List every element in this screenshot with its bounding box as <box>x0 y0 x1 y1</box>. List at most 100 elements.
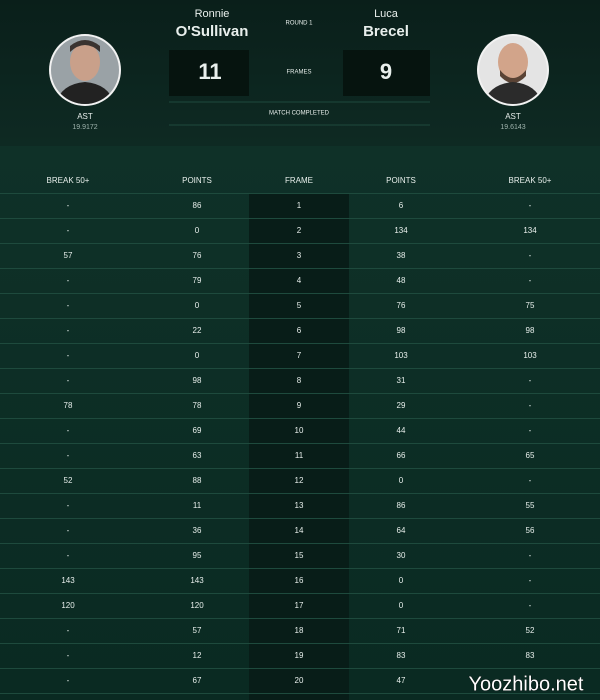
cell: 12 <box>193 651 202 660</box>
cell: 10 <box>295 426 304 435</box>
cell: 0 <box>399 476 404 485</box>
cell: 47 <box>397 676 406 685</box>
cell: 83 <box>397 651 406 660</box>
cell: 20 <box>295 676 304 685</box>
cell: 30 <box>397 551 406 560</box>
cell: 9 <box>297 401 302 410</box>
cell: 86 <box>193 201 202 210</box>
watermark: Yoozhibo.net <box>469 673 584 695</box>
cell: 11 <box>193 501 202 510</box>
cell: 36 <box>193 526 202 535</box>
cell: 0 <box>195 301 200 310</box>
cell: - <box>529 376 532 385</box>
cell: 12 <box>295 476 304 485</box>
cell: - <box>67 651 70 660</box>
cell: - <box>67 276 70 285</box>
cell: 66 <box>397 451 406 460</box>
cell: - <box>67 376 70 385</box>
cell: 65 <box>526 451 535 460</box>
cell: 44 <box>397 426 406 435</box>
cell: - <box>67 501 70 510</box>
cell: - <box>67 676 70 685</box>
cell: 98 <box>193 376 202 385</box>
cell: 7 <box>297 351 302 360</box>
score2: 9 <box>380 59 392 84</box>
cell: 103 <box>523 351 537 360</box>
cell: 48 <box>397 276 406 285</box>
column-header: BREAK 50+ <box>509 176 552 185</box>
cell: 143 <box>190 576 204 585</box>
cell: 0 <box>399 576 404 585</box>
status: MATCH COMPLETED <box>269 111 330 117</box>
player1-stat-value: 19.9172 <box>72 124 97 131</box>
cell: 120 <box>61 601 75 610</box>
player2-first-name: Luca <box>374 8 399 20</box>
cell: 13 <box>295 501 304 510</box>
cell: 6 <box>399 201 404 210</box>
column-header: POINTS <box>386 176 416 185</box>
cell: - <box>529 551 532 560</box>
column-header: BREAK 50+ <box>47 176 90 185</box>
score-label: FRAMES <box>286 70 311 76</box>
cell: 1 <box>297 201 302 210</box>
cell: - <box>529 576 532 585</box>
cell: 78 <box>64 401 73 410</box>
cell: 64 <box>397 526 406 535</box>
cell: 67 <box>193 676 202 685</box>
cell: 17 <box>295 601 304 610</box>
player1-photo <box>49 34 121 106</box>
cell: 86 <box>397 501 406 510</box>
cell: 75 <box>526 301 535 310</box>
cell: 2 <box>297 226 302 235</box>
cell: - <box>529 476 532 485</box>
cell: 79 <box>193 276 202 285</box>
player2-stat-value: 19.6143 <box>500 124 525 131</box>
cell: 38 <box>397 251 406 260</box>
cell: - <box>529 201 532 210</box>
cell: - <box>67 426 70 435</box>
cell: 98 <box>397 326 406 335</box>
cell: 103 <box>394 351 408 360</box>
cell: 4 <box>297 276 302 285</box>
cell: - <box>67 526 70 535</box>
cell: 5 <box>297 301 302 310</box>
cell: - <box>67 551 70 560</box>
cell: 0 <box>195 351 200 360</box>
cell: 52 <box>526 626 535 635</box>
cell: - <box>67 201 70 210</box>
cell: - <box>529 251 532 260</box>
cell: 16 <box>295 576 304 585</box>
player1-last-name: O'Sullivan <box>176 23 249 40</box>
cell: 11 <box>295 451 304 460</box>
cell: 15 <box>295 551 304 560</box>
cell: 0 <box>195 226 200 235</box>
cell: 88 <box>193 476 202 485</box>
cell: 18 <box>295 626 304 635</box>
cell: 134 <box>523 226 537 235</box>
cell: - <box>67 326 70 335</box>
cell: 52 <box>64 476 73 485</box>
cell: 57 <box>193 626 202 635</box>
score1: 11 <box>198 59 221 84</box>
cell: 98 <box>526 326 535 335</box>
cell: 143 <box>61 576 75 585</box>
cell: - <box>529 426 532 435</box>
cell: 63 <box>193 451 202 460</box>
cell: 14 <box>295 526 304 535</box>
cell: 57 <box>64 251 73 260</box>
column-header: FRAME <box>285 176 313 185</box>
column-header: POINTS <box>182 176 212 185</box>
cell: - <box>529 401 532 410</box>
cell: 134 <box>394 226 408 235</box>
cell: 95 <box>193 551 202 560</box>
player2-photo <box>477 34 549 106</box>
cell: 31 <box>397 376 406 385</box>
cell: - <box>67 451 70 460</box>
cell: - <box>67 351 70 360</box>
score1-box <box>169 50 249 96</box>
cell: 29 <box>397 401 406 410</box>
player2-last-name: Brecel <box>363 23 409 40</box>
frame-column-bg <box>249 193 349 700</box>
cell: 3 <box>297 251 302 260</box>
